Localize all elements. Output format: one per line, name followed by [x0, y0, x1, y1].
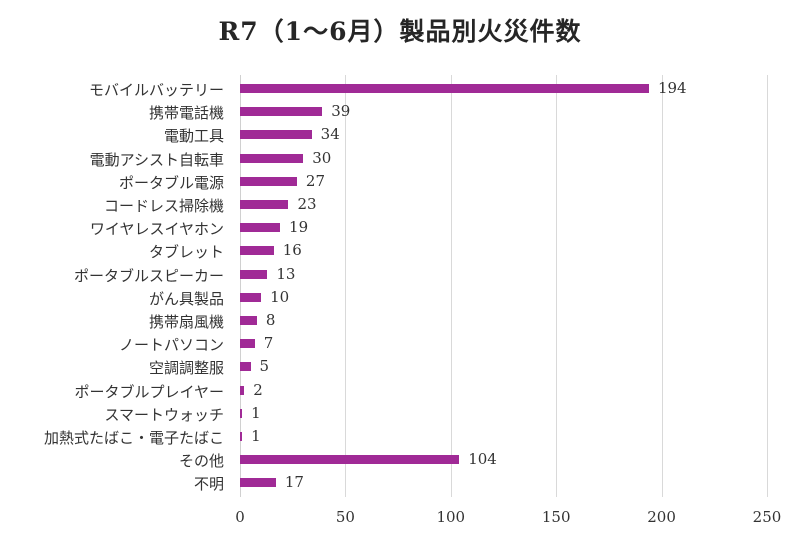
plot-area: 194 39 34 30 27 23 19 16 13 10 8 7 5 2 1 1 104 17 [240, 75, 768, 497]
data-label: 34 [320, 125, 340, 144]
category-label: モバイルバッテリー [88, 81, 224, 99]
gridline [661, 75, 663, 497]
category-label: 空調調整服 [148, 359, 224, 378]
category-label: ポータブル電源 [118, 173, 224, 192]
bar-row: 19 [240, 216, 767, 239]
data-label: 104 [468, 450, 497, 469]
category-label: ポータブルプレイヤー [74, 382, 224, 401]
category-label: 電動工具 [163, 127, 224, 146]
bar [240, 223, 281, 233]
bar-row: 16 [240, 239, 767, 262]
bar-row: 27 [240, 170, 767, 193]
data-label: 8 [265, 311, 276, 329]
bar [240, 339, 255, 349]
bar-row: 1 [240, 425, 767, 448]
gridline [767, 75, 768, 497]
bar [240, 246, 274, 256]
bar [240, 200, 289, 209]
bar [240, 153, 304, 163]
category-label: ポータブルスピーカー [73, 266, 224, 285]
bar [240, 478, 276, 488]
category-label: 電動アシスト自転車 [89, 150, 224, 169]
data-label: 27 [305, 171, 325, 190]
bar [240, 292, 262, 302]
bar-row: 23 [240, 193, 767, 216]
category-label: 加熱式たばこ・電子たばこ [43, 429, 224, 447]
bar-row: 2 [240, 379, 767, 402]
category-label: がん具製品 [148, 289, 224, 308]
category-label: 不明 [193, 475, 224, 494]
bar [240, 385, 245, 395]
bar [240, 432, 243, 441]
y-axis-line [240, 75, 241, 497]
bar-row: 8 [240, 309, 767, 332]
data-label: 5 [259, 357, 270, 376]
bar [240, 176, 297, 186]
x-tick-label: 50 [335, 508, 355, 526]
data-label: 10 [270, 287, 290, 306]
x-tick-label: 250 [752, 508, 782, 526]
bar-row: 10 [240, 286, 767, 309]
bar-row: 13 [240, 263, 767, 286]
bar-row: 7 [240, 332, 767, 355]
bar-row: 34 [240, 123, 767, 146]
bar-row: 5 [240, 355, 767, 378]
data-label: 39 [331, 102, 351, 121]
category-label: ワイヤレスイヤホン [89, 220, 224, 239]
category-label: タブレット [148, 243, 224, 262]
gridline [345, 75, 347, 497]
bar [240, 269, 268, 279]
bar [240, 316, 257, 325]
category-label: コードレス掃除機 [103, 197, 224, 215]
data-label: 194 [657, 79, 687, 97]
x-tick-label: 200 [647, 508, 676, 526]
category-label: スマートウォッチ [104, 405, 224, 424]
bar-row: 17 [240, 471, 767, 494]
data-label: 2 [253, 380, 263, 399]
bar [240, 130, 312, 140]
bar-row: 39 [240, 100, 767, 123]
data-label: 23 [297, 195, 317, 213]
chart-title: R7（1〜6月）製品別火災件数 [218, 17, 582, 46]
category-label: ノートパソコン [118, 336, 224, 355]
data-label: 1 [251, 403, 261, 422]
bar [240, 107, 323, 117]
x-tick-label: 100 [436, 508, 466, 526]
gridline [556, 75, 558, 497]
bar-row: 30 [240, 147, 767, 170]
data-label: 16 [282, 241, 302, 260]
gridline [450, 75, 452, 497]
data-label: 19 [289, 218, 309, 237]
data-label: 1 [251, 427, 261, 445]
category-label: その他 [178, 452, 224, 471]
x-tick-label: 150 [541, 508, 571, 526]
category-label: 携帯電話機 [148, 104, 224, 123]
bar-row: 104 [240, 448, 767, 471]
bar [240, 362, 251, 372]
bar [240, 455, 460, 465]
data-label: 30 [312, 148, 332, 167]
data-label: 13 [276, 264, 296, 283]
x-tick-label: 0 [235, 508, 245, 526]
category-label: 携帯扇風機 [148, 313, 224, 331]
data-label: 17 [284, 473, 304, 492]
bar [240, 84, 649, 93]
data-label: 7 [263, 334, 274, 353]
bar-row: 194 [240, 77, 767, 100]
bar [240, 408, 243, 418]
bar-row: 1 [240, 402, 767, 425]
